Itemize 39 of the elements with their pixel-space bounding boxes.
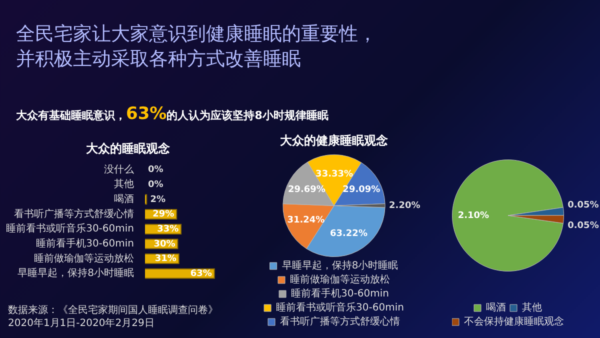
y-tick-label: 喝酒	[114, 193, 134, 206]
data-label: 0%	[148, 165, 164, 176]
data-label: 31.24%	[287, 216, 325, 226]
data-label: 0.05%	[568, 200, 599, 210]
y-tick-label: 其他	[114, 178, 134, 190]
source-note: 数据来源：《全民宅家期间国人睡眠调查问卷》	[8, 304, 218, 317]
y-tick-label: 没什么	[104, 163, 134, 176]
data-label: 2%	[150, 194, 166, 205]
data-label: 30%	[154, 239, 176, 250]
data-label: 63.22%	[330, 229, 368, 240]
legend-label: 睡前看手机30-60min	[291, 288, 389, 300]
legend-label: 不会保持健康睡眠观念	[464, 316, 564, 328]
data-label: 33%	[157, 224, 179, 234]
text: 大众有基础睡眠意识，63%的人认为应该坚持8小时规律睡眠	[16, 104, 328, 124]
chart-title: 大众的健康睡眠观念	[280, 133, 389, 148]
y-tick-label: 睡前看手机30-60min	[36, 238, 134, 250]
y-tick-label: 看书听广播等方式舒缓心情	[14, 208, 134, 220]
data-label: 31%	[154, 254, 176, 264]
legend-label: 喝酒	[486, 302, 506, 314]
legend-label: 其他	[522, 302, 542, 314]
y-tick-label: 早睡早起，保持8小时睡眠	[18, 267, 134, 280]
data-label: 2.10%	[458, 210, 490, 221]
y-tick-label: 睡前做瑜伽等运动放松	[34, 252, 134, 264]
data-label: 29.69%	[288, 185, 326, 195]
chart-title: 大众的睡眠观念	[86, 141, 171, 156]
legend-label: 睡前做瑜伽等运动放松	[290, 274, 390, 286]
data-label: 29.09%	[342, 185, 380, 196]
data-label: 0%	[148, 180, 164, 190]
data-label: 29%	[152, 210, 174, 220]
text: 全民宅家让大家意识到健康睡眠的重要性，并积极主动采取各种方式改善睡眠	[16, 22, 378, 72]
data-label: 0.05%	[568, 220, 599, 231]
legend-label: 看书听广播等方式舒缓心情	[280, 316, 400, 328]
legend-label: 睡前看书或听音乐30-60min	[276, 302, 404, 314]
text: 2020年1月1日-2020年2月29日	[8, 317, 156, 330]
legend-label: 早睡早起，保持8小时睡眠	[282, 260, 398, 272]
data-label: 33.33%	[316, 169, 354, 180]
data-label: 63%	[190, 268, 212, 279]
data-label: 2.20%	[389, 200, 420, 211]
y-tick-label: 睡前看书或听音乐30-60min	[6, 222, 134, 235]
